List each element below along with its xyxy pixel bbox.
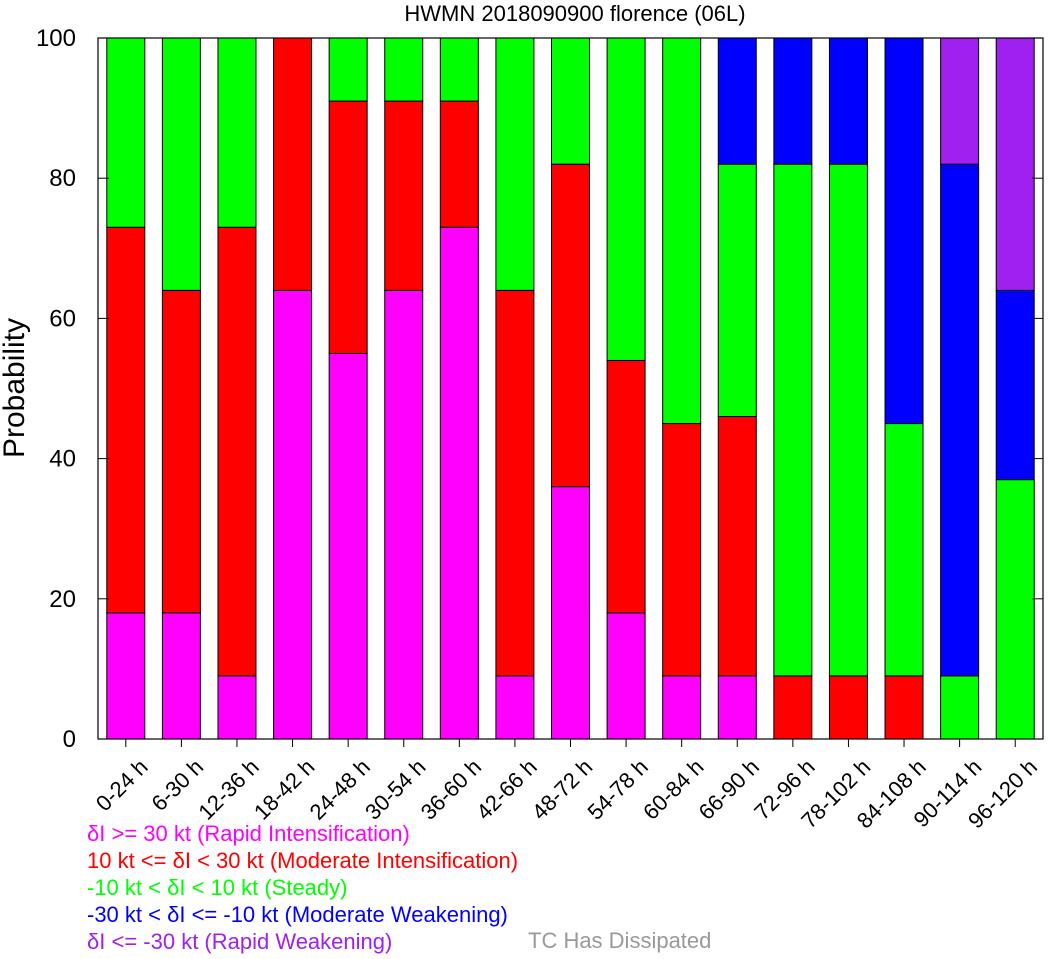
bar-segment-steady-4: [328, 37, 368, 102]
y-tick-label: 80: [49, 165, 76, 192]
dissipated-label: TC Has Dissipated: [528, 928, 712, 953]
bar-segment-rapid-intensification-7: [495, 675, 535, 740]
bar-segment-rapid-intensification-5: [384, 289, 424, 740]
bar-segment-moderate-intensification-10: [662, 423, 702, 677]
y-tick-label: 20: [49, 586, 76, 613]
x-tick-label: 30-54 h: [360, 754, 430, 824]
bar-segment-rapid-weakening-15: [940, 37, 980, 165]
y-tick-label: 60: [49, 305, 76, 332]
bar-segment-rapid-intensification-4: [328, 352, 368, 740]
bar-segment-rapid-intensification-11: [717, 675, 757, 740]
x-tick-label: 60-84 h: [638, 754, 708, 824]
legend-entry: -30 kt < δI <= -10 kt (Moderate Weakenin…: [87, 902, 508, 927]
bar-segment-steady-13: [828, 163, 868, 677]
bar-segment-steady-15: [940, 675, 980, 740]
bar-segment-rapid-intensification-10: [662, 675, 702, 740]
legend-entry: δI >= 30 kt (Rapid Intensification): [87, 821, 410, 846]
y-tick-label: 0: [63, 726, 76, 753]
x-tick-label: 48-72 h: [527, 754, 597, 824]
bar-segment-steady-5: [384, 37, 424, 102]
bar-segment-moderate-intensification-1: [161, 289, 201, 614]
bar-segment-steady-7: [495, 37, 535, 291]
bar-segment-moderate-intensification-7: [495, 289, 535, 677]
bar-segment-moderate-intensification-12: [773, 675, 813, 740]
bar-segment-moderate-intensification-2: [217, 226, 257, 677]
x-tick-label: 66-90 h: [694, 754, 764, 824]
legend: δI >= 30 kt (Rapid Intensification) 10 kt…: [87, 820, 518, 955]
bar-segment-moderate-intensification-11: [717, 416, 757, 677]
x-tick-label: 0-24 h: [91, 754, 153, 816]
bars-group: [106, 37, 1035, 740]
y-tick-label: 40: [49, 446, 76, 473]
legend-entry: 10 kt <= δI < 30 kt (Moderate Intensific…: [87, 848, 519, 873]
bar-segment-steady-0: [106, 37, 146, 228]
bar-segment-moderate-weakening-12: [773, 37, 813, 165]
bar-segment-rapid-weakening-16: [995, 37, 1035, 291]
x-tick-label: 18-42 h: [249, 754, 319, 824]
bar-segment-moderate-weakening-15: [940, 163, 980, 677]
bar-segment-moderate-intensification-5: [384, 100, 424, 291]
bar-segment-steady-2: [217, 37, 257, 228]
bar-segment-moderate-intensification-0: [106, 226, 146, 614]
bar-segment-moderate-intensification-14: [884, 675, 924, 740]
y-ticks-group: 0 20 40 60 80 100: [36, 25, 1043, 753]
bar-segment-steady-14: [884, 423, 924, 677]
bar-segment-steady-1: [161, 37, 201, 291]
bar-segment-steady-8: [551, 37, 590, 165]
chart-title: HWMN 2018090900 florence (06L): [404, 1, 745, 26]
bar-segment-moderate-intensification-8: [551, 163, 590, 488]
bar-segment-rapid-intensification-6: [439, 226, 479, 740]
bar-segment-moderate-weakening-14: [884, 37, 924, 425]
bar-segment-moderate-weakening-16: [995, 289, 1035, 481]
bar-segment-moderate-intensification-9: [606, 359, 646, 614]
bar-segment-steady-6: [439, 37, 479, 102]
bar-segment-steady-10: [662, 37, 702, 425]
bar-segment-rapid-intensification-0: [106, 612, 146, 740]
bar-segment-steady-9: [606, 37, 646, 361]
x-tick-label: 54-78 h: [582, 754, 652, 824]
bar-segment-moderate-weakening-11: [717, 37, 757, 165]
x-tick-label: 24-48 h: [305, 754, 375, 824]
bar-segment-moderate-weakening-13: [828, 37, 868, 165]
legend-entry: -10 kt < δI < 10 kt (Steady): [87, 875, 348, 900]
bar-segment-steady-16: [995, 479, 1035, 740]
bar-segment-rapid-intensification-3: [273, 289, 313, 740]
bar-segment-rapid-intensification-2: [217, 675, 257, 740]
x-tick-label: 42-66 h: [471, 754, 541, 824]
bar-segment-steady-11: [717, 163, 757, 418]
y-tick-label: 100: [36, 25, 76, 52]
y-axis-label: Probability: [0, 318, 31, 458]
bar-segment-rapid-intensification-9: [606, 612, 646, 740]
legend-entry: δI <= -30 kt (Rapid Weakening): [87, 929, 393, 954]
x-tick-label: 36-60 h: [416, 754, 486, 824]
bar-segment-moderate-intensification-6: [439, 100, 479, 228]
bar-segment-moderate-intensification-3: [273, 37, 313, 291]
bar-segment-rapid-intensification-1: [161, 612, 201, 740]
bar-segment-steady-12: [773, 163, 813, 677]
x-tick-label: 12-36 h: [193, 754, 263, 824]
bar-segment-moderate-intensification-13: [828, 675, 868, 740]
bar-segment-moderate-intensification-4: [328, 100, 368, 354]
bar-segment-rapid-intensification-8: [551, 486, 590, 740]
